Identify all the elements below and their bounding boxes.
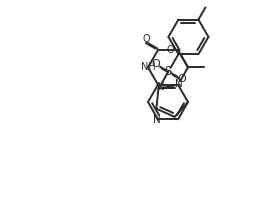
Text: N: N (175, 79, 183, 89)
Text: S: S (165, 65, 172, 78)
Text: NH: NH (141, 62, 155, 72)
Text: N: N (153, 115, 161, 125)
Text: O: O (151, 59, 160, 69)
Text: O: O (166, 45, 174, 55)
Text: N: N (157, 82, 164, 92)
Text: O: O (142, 34, 150, 44)
Text: O: O (177, 74, 186, 84)
